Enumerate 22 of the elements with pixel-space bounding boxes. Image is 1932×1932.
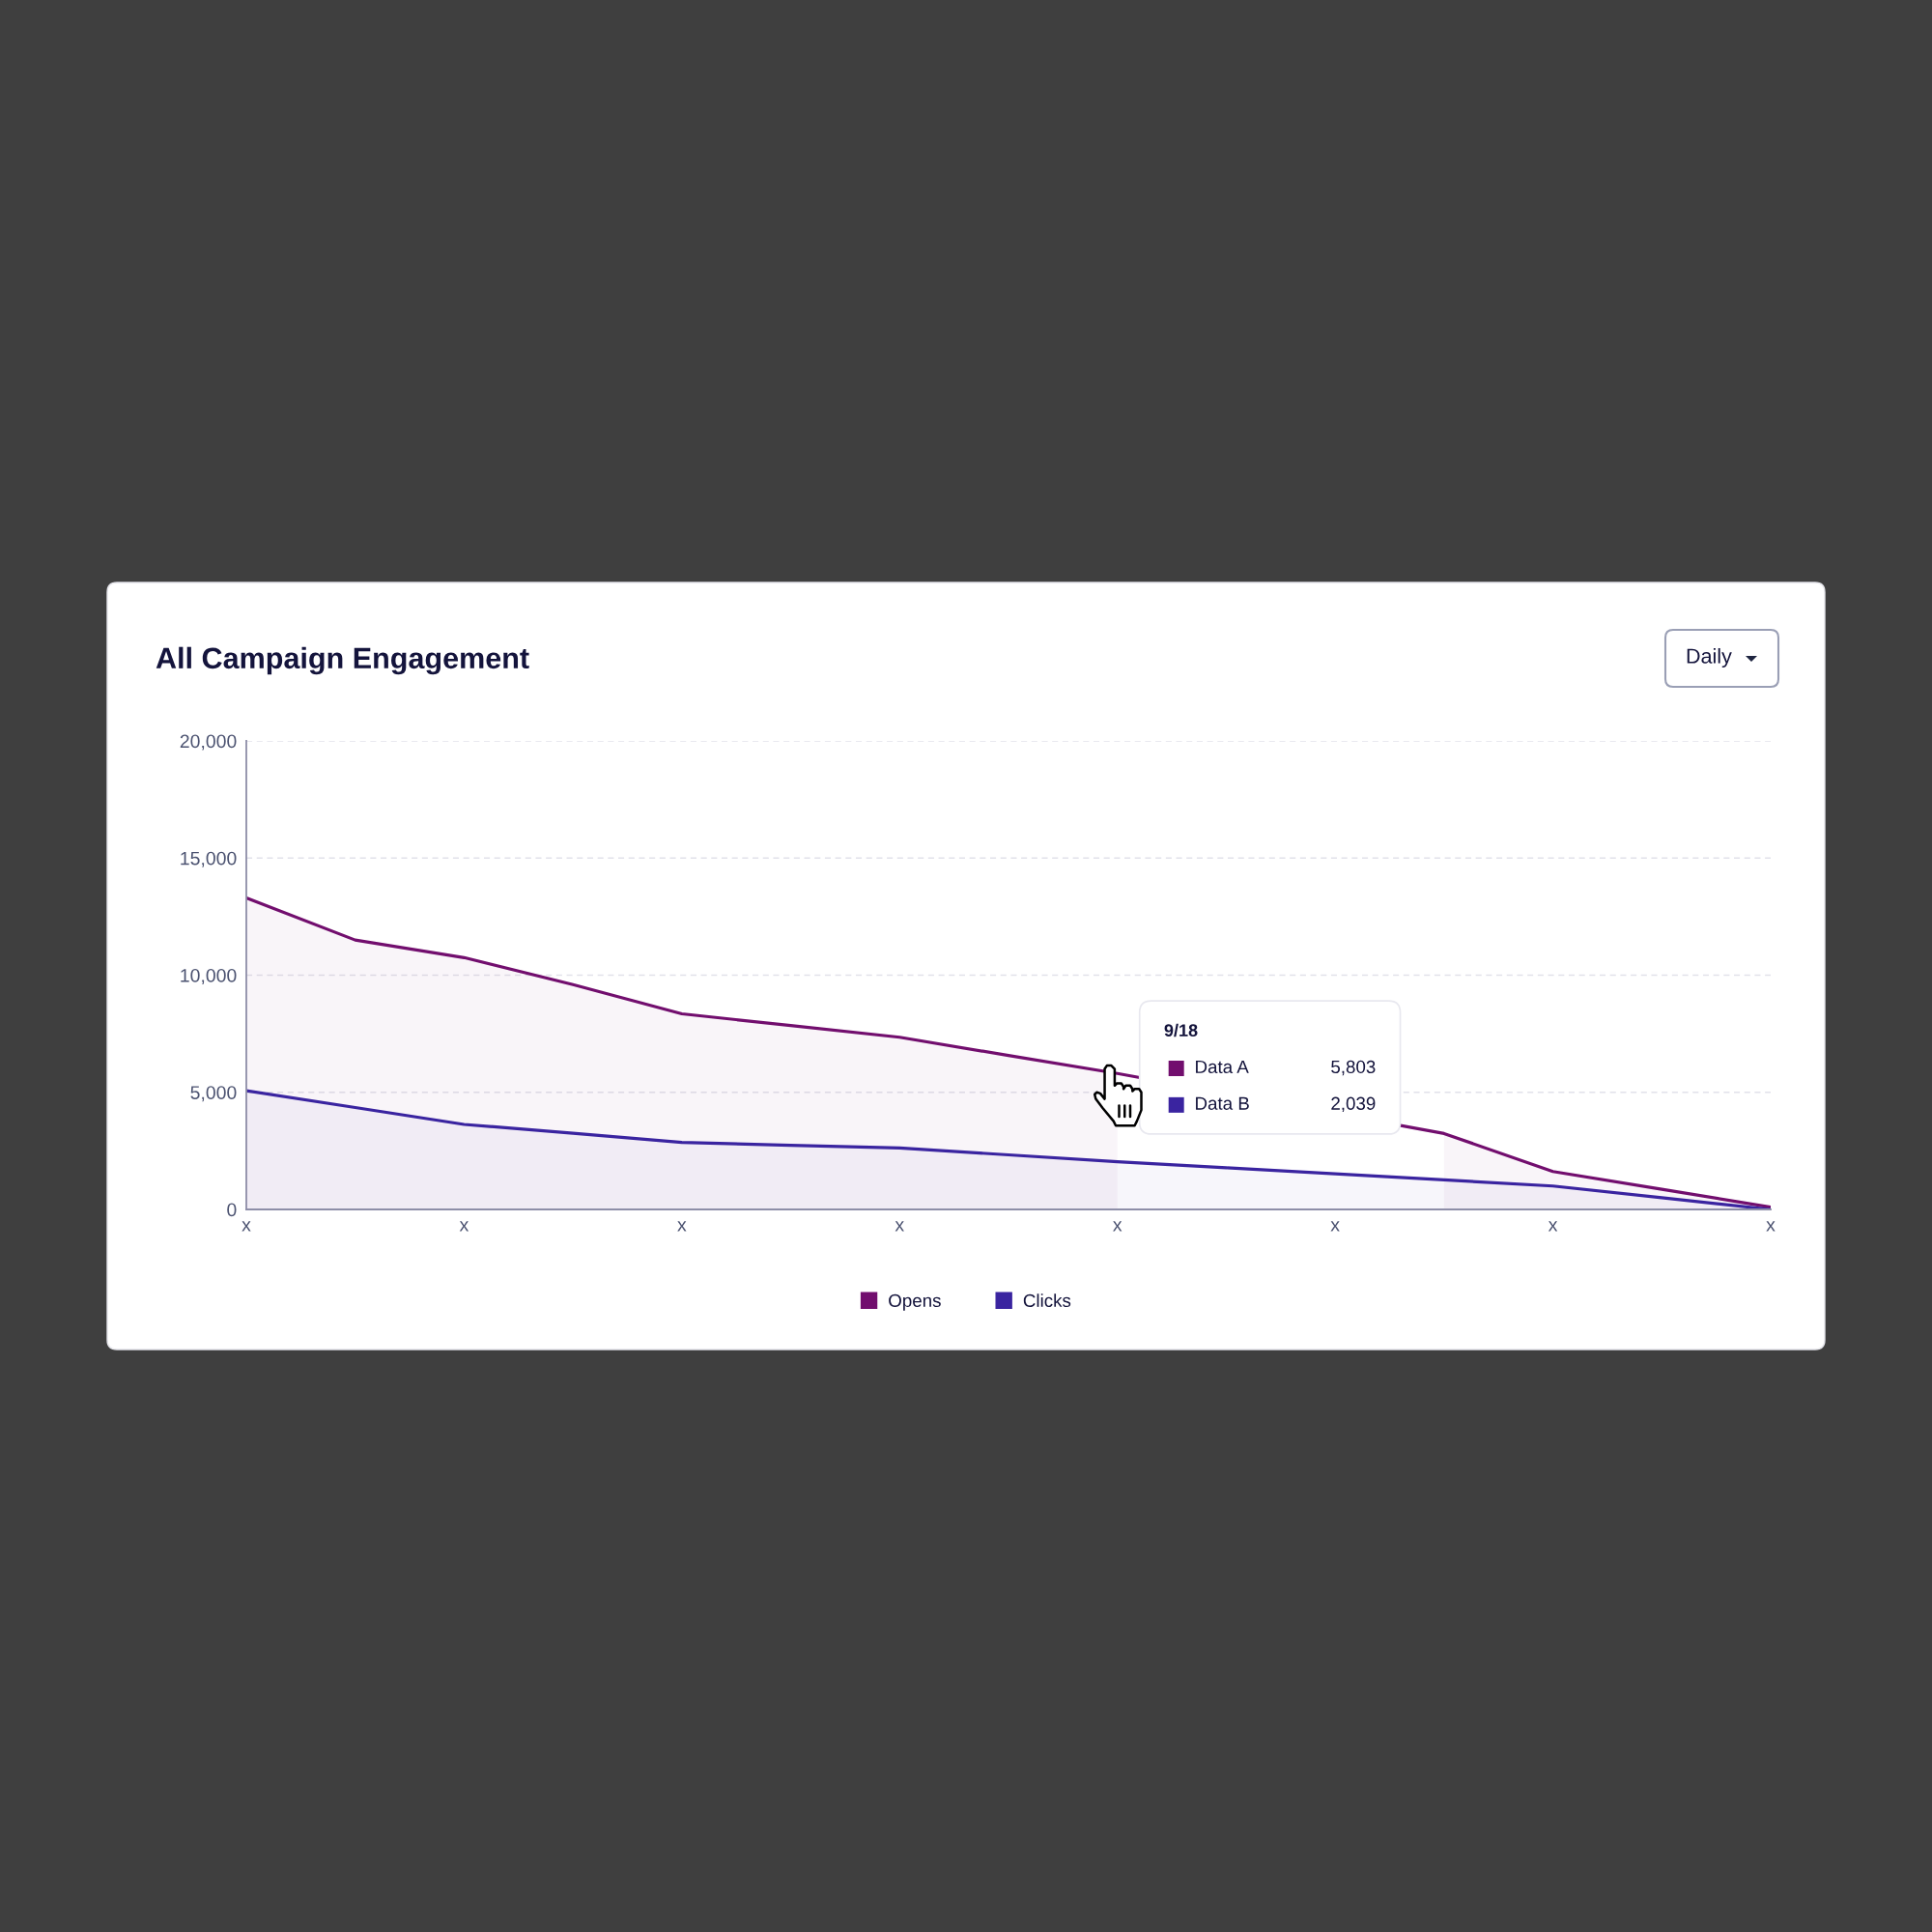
x-tick-label: x (459, 1221, 469, 1232)
y-tick-label: 5,000 (190, 1086, 237, 1102)
legend-label: Clicks (1023, 1293, 1071, 1308)
x-tick-label: x (242, 1221, 251, 1232)
annotation: 5,803 (1331, 1060, 1376, 1076)
y-tick-label: 20,000 (180, 734, 237, 751)
legend-label: Opens (889, 1293, 941, 1311)
y-tick-label: 10,000 (181, 968, 237, 985)
chart-title: All Campaign Engagement (156, 646, 529, 675)
x-tick-label: x (895, 1221, 904, 1232)
annotation: 2,039 (1331, 1096, 1376, 1113)
x-tick-label: x (1113, 1221, 1122, 1232)
x-tick-label: x (677, 1221, 687, 1232)
x-tick-label: x (1330, 1221, 1340, 1232)
x-tick-label: x (1766, 1221, 1776, 1232)
x-tick-label: x (1548, 1221, 1558, 1232)
annotation: 9/18 (1164, 1023, 1198, 1037)
annotation: Data A (1196, 1060, 1249, 1074)
text: Daily (1687, 647, 1732, 668)
y-tick-label: 0 (227, 1203, 237, 1217)
annotation: Data B (1196, 1096, 1249, 1110)
y-tick-label: 15,000 (181, 851, 237, 867)
